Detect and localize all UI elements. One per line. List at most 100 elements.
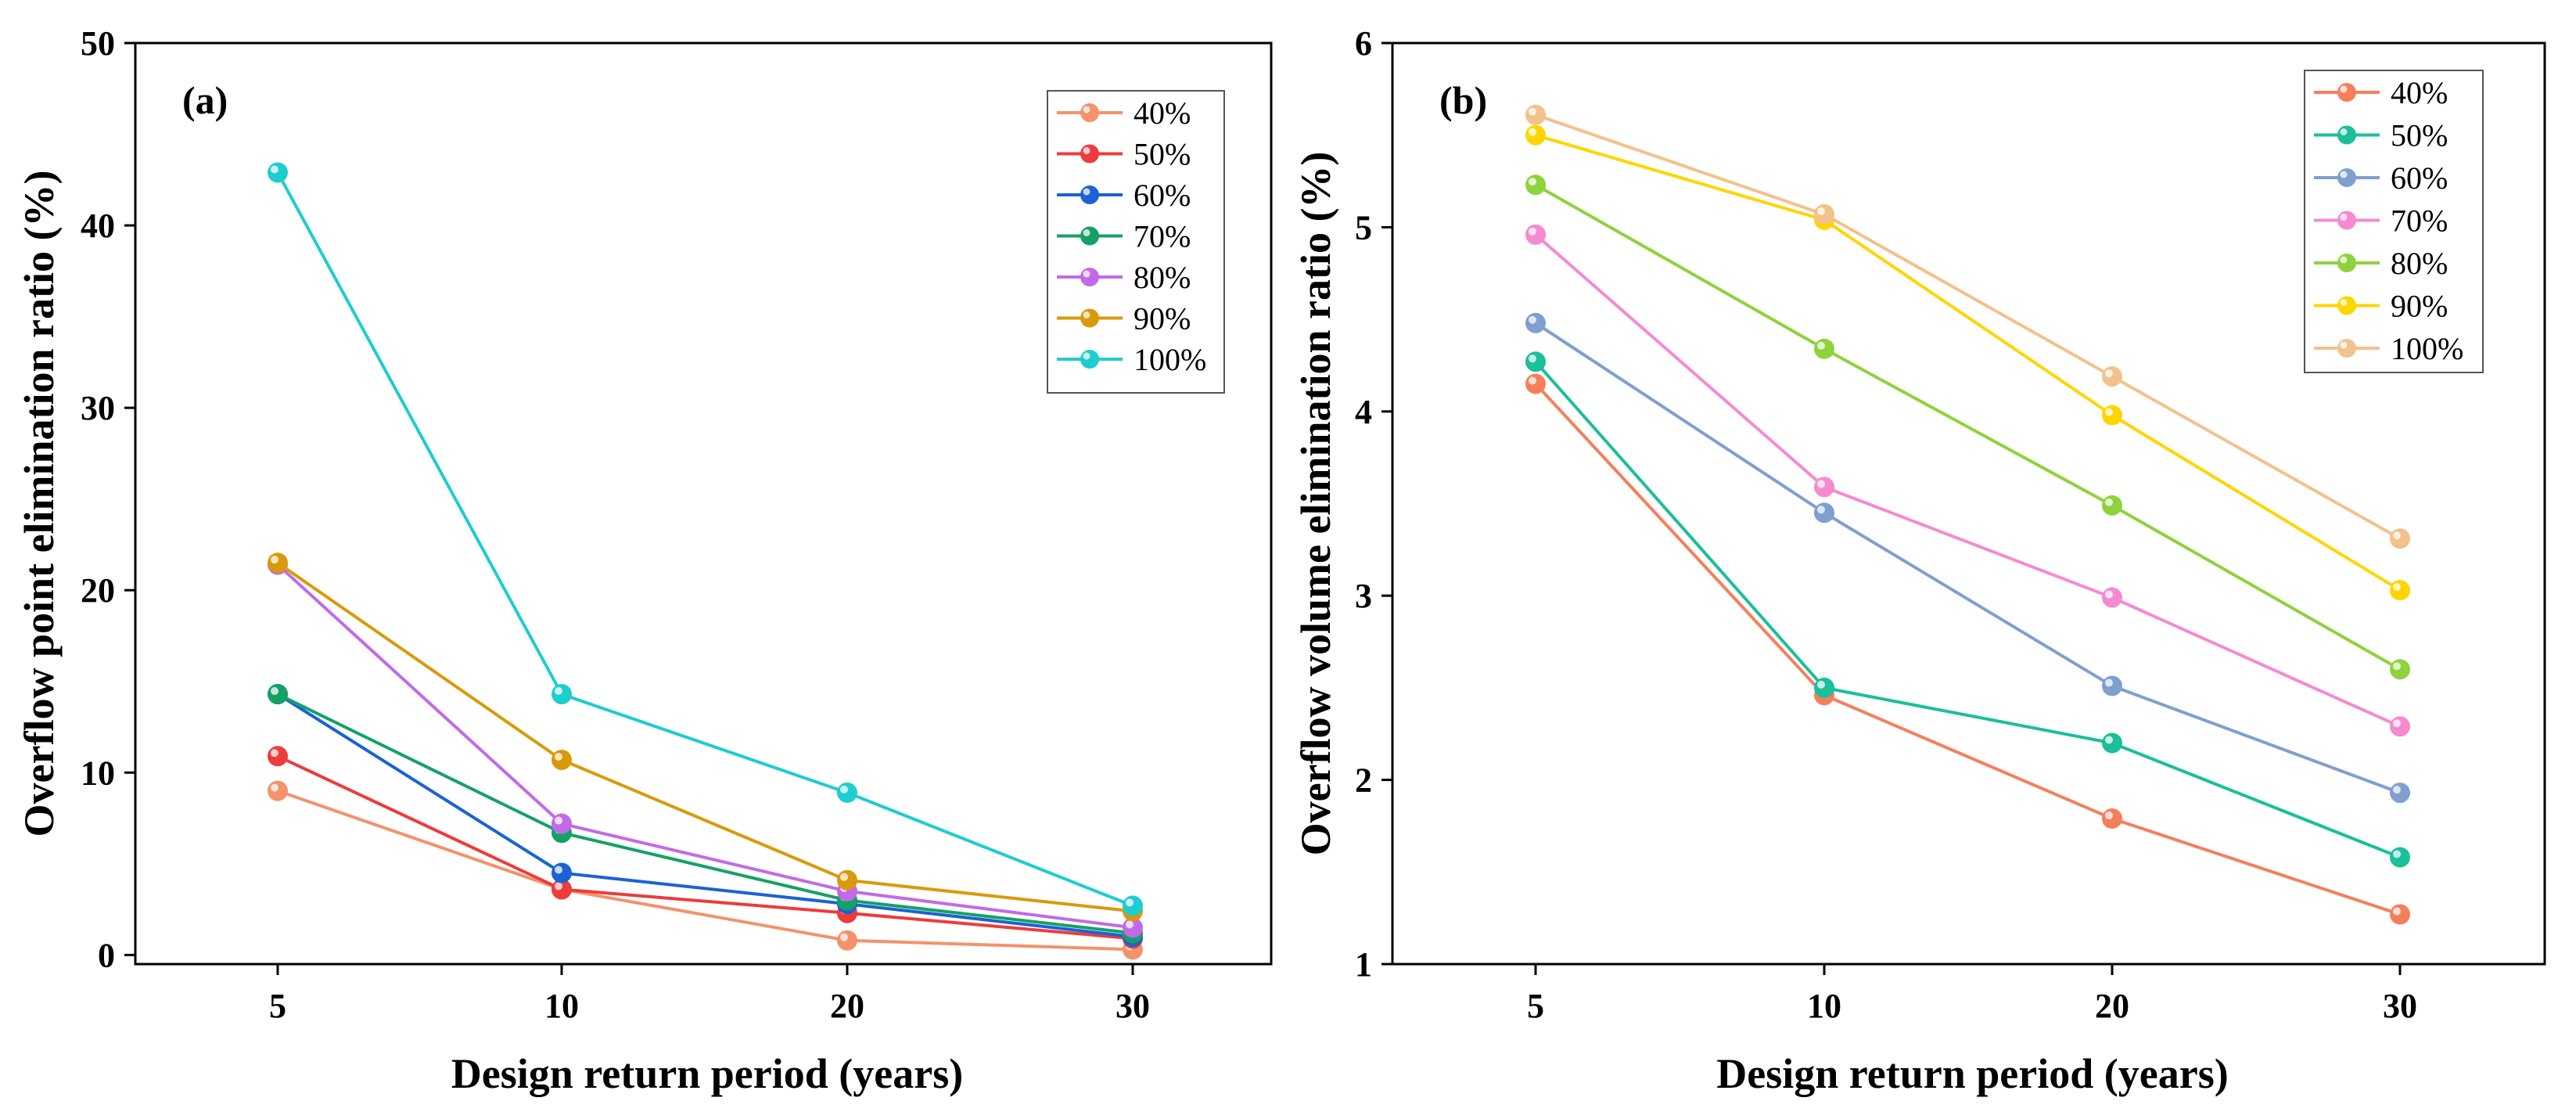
- legend-label: 80%: [1134, 260, 1191, 295]
- legend-item: 70%: [1057, 219, 1191, 254]
- y-axis-label: Overflow volume elimination ratio (%): [1292, 152, 1339, 856]
- legend-marker-highlight: [1083, 188, 1090, 196]
- data-point: [551, 862, 572, 883]
- legend-marker-highlight: [2340, 299, 2348, 306]
- data-point-highlight: [555, 816, 562, 825]
- legend-item: 100%: [2314, 331, 2463, 366]
- data-point: [837, 782, 857, 803]
- data-point-highlight: [2393, 786, 2401, 794]
- data-point: [2102, 675, 2122, 696]
- data-point-highlight: [1529, 227, 1536, 236]
- chart-panel-b: 1 2 3 4 5 6 5 10 20 30 Design return period (years…: [1292, 24, 2546, 1097]
- data-point: [551, 749, 572, 770]
- data-point-highlight: [2393, 850, 2401, 858]
- data-point-highlight: [271, 749, 278, 758]
- data-point: [1814, 477, 1834, 498]
- data-point: [1814, 677, 1834, 698]
- y-tick-label: 0: [98, 936, 115, 974]
- data-point: [1525, 373, 1546, 394]
- x-tick-label: 10: [544, 987, 579, 1025]
- y-tick-label: 5: [1355, 208, 1372, 247]
- data-point-highlight: [2393, 907, 2401, 916]
- data-point-highlight: [2393, 583, 2401, 592]
- data-point: [268, 746, 288, 767]
- legend-item: 40%: [2314, 75, 2448, 110]
- data-point: [268, 162, 288, 183]
- data-point-highlight: [271, 687, 278, 696]
- data-point: [2390, 659, 2410, 680]
- y-tick-label: 3: [1355, 577, 1372, 615]
- legend-label: 90%: [2391, 289, 2448, 324]
- panel-label: (a): [182, 78, 228, 122]
- series-80pct: [1525, 175, 2410, 680]
- x-tick-label: 20: [830, 987, 864, 1025]
- data-point-highlight: [2105, 369, 2113, 378]
- plot-frame: [134, 41, 1273, 966]
- legend-marker-highlight: [1083, 106, 1090, 113]
- series-60pct: [268, 684, 1143, 948]
- data-point: [268, 552, 288, 574]
- legend-label: 70%: [2391, 203, 2448, 239]
- legend-marker: [1080, 226, 1099, 246]
- legend-item: 90%: [2314, 289, 2448, 324]
- legend-label: 60%: [1134, 178, 1191, 213]
- y-tick-label: 10: [81, 754, 115, 792]
- data-point: [1525, 104, 1546, 125]
- data-point-highlight: [555, 687, 562, 696]
- y-tick-label: 50: [81, 24, 115, 63]
- legend-marker: [1080, 350, 1099, 369]
- data-point-highlight: [1817, 480, 1825, 488]
- data-point: [268, 780, 288, 801]
- legend-label: 70%: [1134, 219, 1191, 254]
- data-point-highlight: [2105, 408, 2113, 416]
- legend-label: 100%: [2391, 331, 2463, 366]
- legend-marker: [1080, 103, 1099, 122]
- series-50pct: [1525, 351, 2410, 868]
- data-point: [551, 813, 572, 834]
- data-point-highlight: [271, 783, 278, 792]
- y-tick-label: 6: [1355, 24, 1372, 63]
- legend-marker: [1080, 144, 1099, 164]
- y-tick-label: 40: [81, 207, 115, 245]
- x-tick-label: 30: [1116, 987, 1150, 1025]
- data-point-highlight: [1817, 506, 1825, 514]
- data-point-highlight: [2105, 812, 2113, 820]
- data-point: [2390, 847, 2410, 868]
- series-line: [277, 789, 1134, 952]
- legend-marker: [2337, 83, 2356, 102]
- data-point-highlight: [1126, 920, 1134, 929]
- legend-marker-highlight: [1083, 311, 1090, 318]
- legend-label: 60%: [2391, 160, 2448, 196]
- series-line: [1534, 383, 2401, 916]
- legend-label: 80%: [2391, 246, 2448, 281]
- data-point-highlight: [1529, 376, 1536, 385]
- legend-marker: [2337, 254, 2356, 272]
- legend-marker: [1080, 185, 1099, 204]
- series-90pct: [268, 552, 1143, 922]
- x-tick-label: 20: [2095, 987, 2129, 1025]
- data-point: [2102, 405, 2122, 426]
- series-line: [1534, 322, 2401, 794]
- series-40pct: [268, 780, 1143, 960]
- series-line: [276, 561, 1134, 913]
- series-line: [1535, 183, 2401, 671]
- data-point-highlight: [1817, 207, 1825, 215]
- legend-item: 70%: [2314, 203, 2448, 239]
- data-point-highlight: [271, 556, 278, 564]
- legend-item: 90%: [1057, 301, 1191, 336]
- data-point-highlight: [271, 165, 278, 174]
- legend-label: 50%: [1134, 137, 1191, 172]
- data-point-highlight: [2105, 736, 2113, 744]
- series-line: [1535, 113, 2401, 540]
- data-point-highlight: [840, 873, 848, 881]
- data-point-highlight: [555, 865, 562, 874]
- data-point-highlight: [2393, 719, 2401, 728]
- data-point: [2390, 580, 2410, 601]
- data-point-highlight: [1529, 128, 1536, 136]
- legend-marker-highlight: [2340, 128, 2348, 135]
- series-80pct: [268, 554, 1143, 938]
- legend-label: 50%: [2391, 118, 2448, 153]
- y-tick-label: 1: [1355, 945, 1372, 984]
- y-axis-label: Overflow point elimination ratio (%): [16, 171, 63, 837]
- series-line: [276, 171, 1134, 908]
